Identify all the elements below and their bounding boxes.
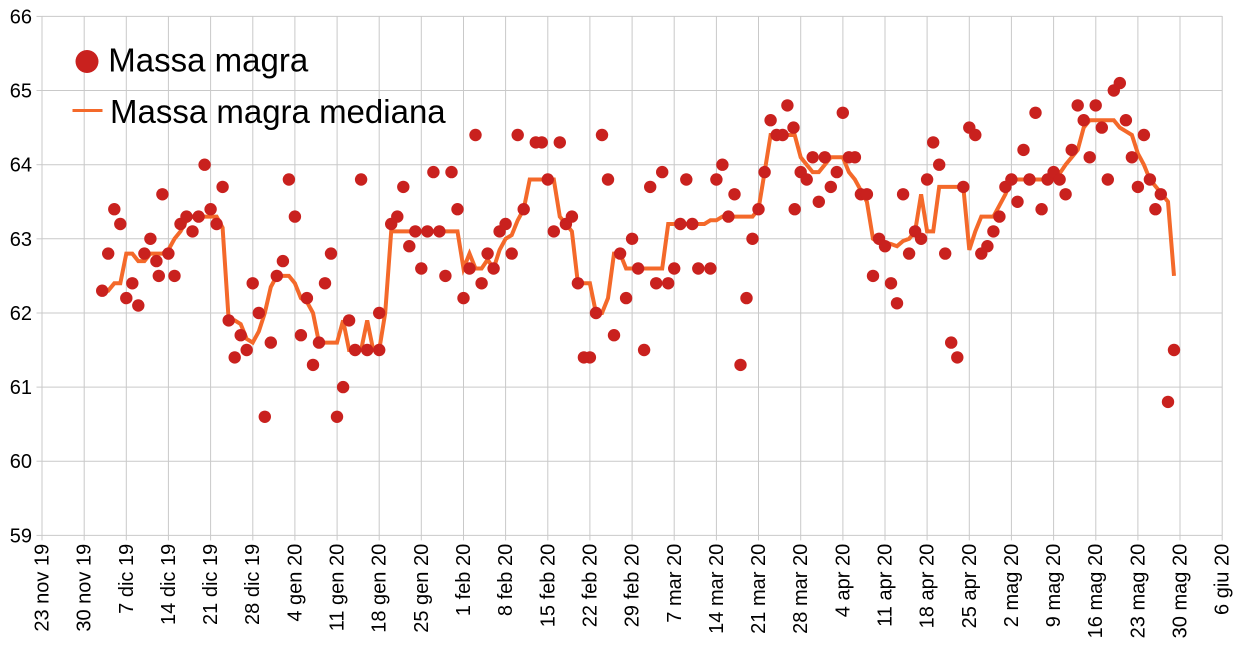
svg-text:61: 61	[10, 377, 32, 399]
svg-text:28 dic 19: 28 dic 19	[242, 544, 264, 625]
svg-text:1 feb 20: 1 feb 20	[453, 544, 475, 616]
svg-text:25 gen 20: 25 gen 20	[411, 544, 433, 633]
svg-text:7 mar 20: 7 mar 20	[664, 544, 686, 623]
svg-text:18 apr 20: 18 apr 20	[917, 544, 939, 629]
svg-text:8 feb 20: 8 feb 20	[495, 544, 517, 616]
svg-text:16 mag 20: 16 mag 20	[1085, 544, 1107, 639]
svg-text:4 apr 20: 4 apr 20	[832, 544, 854, 617]
svg-text:14 dic 19: 14 dic 19	[158, 544, 180, 625]
svg-text:23 nov 19: 23 nov 19	[32, 544, 54, 632]
svg-text:11 apr 20: 11 apr 20	[875, 544, 897, 627]
svg-text:15 feb 20: 15 feb 20	[537, 544, 559, 627]
svg-text:7 dic 19: 7 dic 19	[116, 544, 138, 614]
svg-text:59: 59	[10, 525, 32, 547]
svg-text:Massa magra mediana: Massa magra mediana	[110, 93, 446, 130]
svg-text:62: 62	[10, 303, 32, 325]
svg-text:9 mag 20: 9 mag 20	[1043, 544, 1065, 627]
svg-text:2 mag 20: 2 mag 20	[1001, 544, 1023, 627]
svg-text:64: 64	[10, 155, 32, 177]
svg-text:6 giu 20: 6 giu 20	[1212, 544, 1234, 615]
svg-text:22 feb 20: 22 feb 20	[579, 544, 601, 627]
svg-text:25 apr 20: 25 apr 20	[959, 544, 981, 629]
svg-text:60: 60	[10, 451, 32, 473]
svg-text:21 mar 20: 21 mar 20	[748, 544, 770, 634]
svg-text:21 dic 19: 21 dic 19	[200, 544, 222, 625]
svg-text:63: 63	[10, 229, 32, 251]
svg-text:28 mar 20: 28 mar 20	[790, 544, 812, 634]
svg-text:18 gen 20: 18 gen 20	[369, 544, 391, 633]
svg-text:29 feb 20: 29 feb 20	[622, 544, 644, 627]
svg-text:30 nov 19: 30 nov 19	[74, 544, 96, 632]
svg-text:4 gen 20: 4 gen 20	[284, 544, 306, 622]
svg-text:Massa magra: Massa magra	[108, 42, 309, 79]
svg-text:23 mag 20: 23 mag 20	[1127, 544, 1149, 639]
svg-text:14 mar 20: 14 mar 20	[706, 544, 728, 634]
svg-text:66: 66	[10, 6, 32, 28]
svg-text:65: 65	[10, 81, 32, 103]
svg-text:30 mag 20: 30 mag 20	[1170, 544, 1192, 639]
svg-text:11 gen 20: 11 gen 20	[327, 544, 349, 632]
